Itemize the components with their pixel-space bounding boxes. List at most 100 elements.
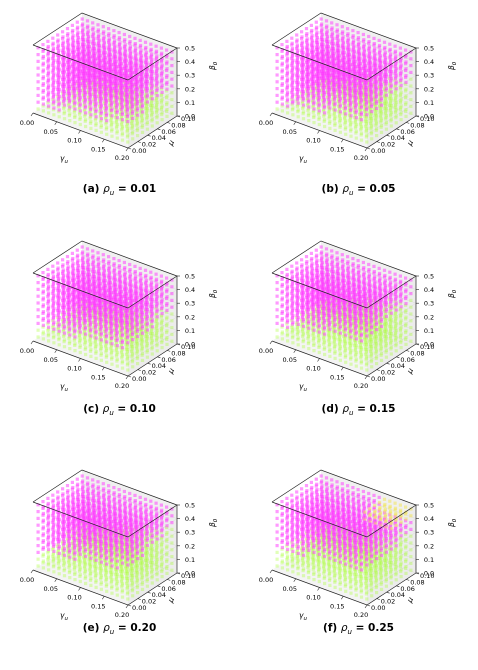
data-point <box>117 37 121 41</box>
data-point <box>149 275 153 279</box>
data-point <box>135 101 139 105</box>
data-point <box>81 27 85 31</box>
data-point <box>306 68 310 72</box>
data-point <box>103 280 107 284</box>
data-point <box>150 352 154 356</box>
data-point <box>358 65 362 69</box>
data-point <box>72 103 76 108</box>
data-point <box>404 96 408 100</box>
data-point <box>144 306 148 310</box>
data-point <box>307 57 311 61</box>
data-point <box>383 112 387 116</box>
data-point <box>61 265 65 269</box>
data-point <box>145 343 149 347</box>
data-point <box>150 332 154 336</box>
data-point <box>56 298 60 303</box>
data-point <box>353 119 358 123</box>
data-point <box>107 40 111 44</box>
data-point <box>131 137 135 141</box>
data-point <box>306 79 310 84</box>
data-point <box>145 318 149 322</box>
data-point <box>370 123 374 127</box>
data-point <box>344 105 348 109</box>
data-point <box>61 43 65 47</box>
data-point <box>99 130 103 134</box>
data-point <box>359 84 364 88</box>
data-point <box>140 319 144 323</box>
data-point <box>170 298 174 302</box>
data-point <box>332 118 336 122</box>
data-point <box>306 62 310 66</box>
data-point <box>364 84 368 88</box>
data-point <box>125 298 129 302</box>
data-point <box>115 77 119 81</box>
data-point <box>139 95 143 99</box>
data-point <box>46 274 50 278</box>
data-point <box>361 39 365 43</box>
data-point <box>309 37 313 41</box>
data-point <box>81 264 85 268</box>
data-point <box>369 91 373 95</box>
data-point <box>145 323 149 327</box>
data-point <box>295 91 299 95</box>
data-point <box>338 78 342 82</box>
data-point <box>382 54 387 58</box>
data-point <box>338 83 342 87</box>
data-point <box>357 48 361 52</box>
data-point <box>78 51 82 55</box>
data-point <box>67 309 71 313</box>
data-point <box>51 84 55 88</box>
data-point <box>145 83 149 87</box>
data-point <box>122 267 126 271</box>
data-point <box>369 70 373 75</box>
data-point <box>378 110 382 114</box>
data-point <box>320 41 324 45</box>
data-point <box>134 293 138 298</box>
data-point <box>394 73 398 77</box>
data-point <box>118 54 122 59</box>
data-point <box>91 26 95 30</box>
data-point <box>101 25 105 29</box>
data-point <box>87 46 91 50</box>
data-point <box>337 54 341 58</box>
data-point <box>343 127 347 131</box>
data-point <box>93 275 97 279</box>
data-point <box>160 313 164 317</box>
data-point <box>82 38 86 42</box>
data-point <box>110 81 114 85</box>
data-point <box>307 98 311 102</box>
data-point <box>307 85 311 89</box>
data-point <box>125 74 129 78</box>
data-point <box>97 40 101 44</box>
data-point <box>134 91 139 95</box>
data-point <box>337 60 341 65</box>
data-point <box>384 102 388 106</box>
panel-a: 0.00 0.05 0.10 0.15 0.20 γu 0.00 0.02 0.04 0.06 0.… <box>0 0 239 213</box>
data-point <box>56 300 60 304</box>
data-point <box>358 123 362 127</box>
data-point <box>312 81 316 85</box>
data-point <box>78 327 82 331</box>
data-point <box>77 87 81 91</box>
data-point <box>165 62 169 66</box>
data-point <box>92 278 96 282</box>
data-point <box>394 107 398 111</box>
data-point <box>389 104 393 108</box>
data-point <box>323 63 327 67</box>
data-point <box>51 67 56 71</box>
data-point <box>378 49 382 53</box>
data-point <box>383 78 387 82</box>
data-point <box>145 120 149 124</box>
data-point <box>77 282 81 286</box>
data-point <box>72 56 76 60</box>
data-point <box>88 57 92 61</box>
data-point <box>78 102 82 106</box>
data-point <box>61 40 65 44</box>
data-point <box>105 105 109 109</box>
data-point <box>67 282 71 286</box>
data-point <box>144 292 148 296</box>
data-point <box>150 104 154 108</box>
data-point <box>82 277 86 282</box>
data-point <box>117 272 121 276</box>
data-point <box>117 325 122 329</box>
